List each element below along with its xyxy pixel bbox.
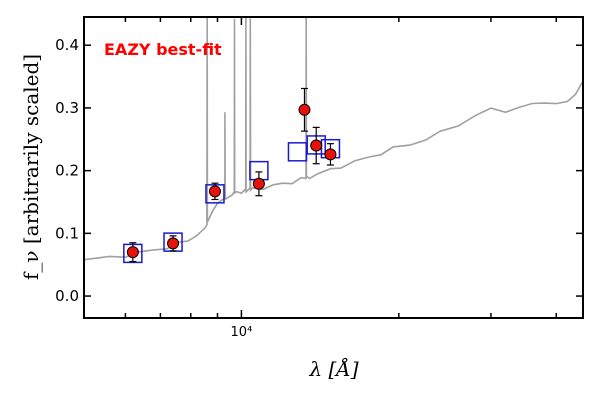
- photometry-point: [252, 177, 265, 190]
- annotation-label: EAZY best-fit: [104, 40, 222, 59]
- y-tick-label: 0.4: [55, 36, 79, 54]
- plot-frame: [83, 16, 584, 319]
- plot-area: [84, 17, 583, 264]
- y-tick-label: 0.0: [55, 287, 79, 305]
- x-tick-label: 10⁴: [231, 325, 253, 340]
- photometry-point: [208, 185, 221, 198]
- template-flux-box: [287, 142, 308, 162]
- y-tick-label: 0.2: [55, 162, 79, 180]
- photometry-point: [126, 246, 139, 259]
- axis-ticks: 0.0 0.1 0.2 0.3 0.4 10⁴: [55, 17, 583, 340]
- photometry-point: [324, 148, 337, 161]
- y-tick-label: 0.3: [55, 99, 79, 117]
- y-tick-label: 0.1: [55, 224, 79, 242]
- data-layer: [84, 17, 583, 264]
- x-axis-label: λ [Å]: [308, 356, 358, 381]
- y-axis-label: f_ν [arbitrarily scaled]: [19, 54, 43, 280]
- photometry-point: [310, 139, 323, 152]
- photometry-point: [298, 103, 311, 116]
- model-spectrum-line: [84, 17, 583, 261]
- photometry-point: [167, 237, 180, 250]
